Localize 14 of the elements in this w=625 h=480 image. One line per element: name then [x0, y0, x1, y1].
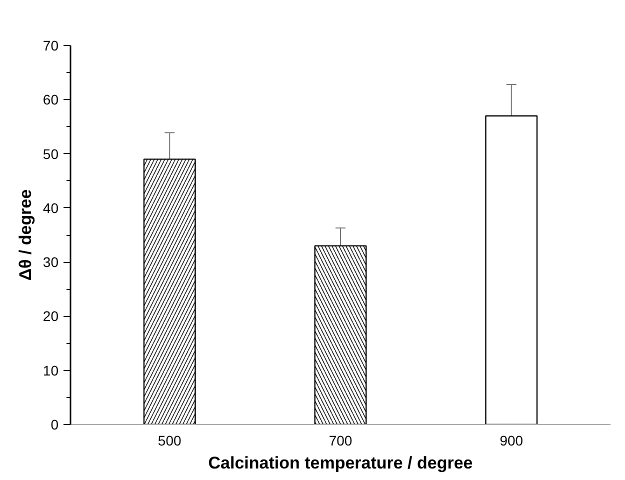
bar — [485, 115, 538, 424]
y-tick-label: 60 — [42, 92, 59, 108]
y-tick-label: 0 — [50, 416, 59, 432]
y-axis-title: Δθ / degree — [16, 189, 35, 281]
x-tick-label: 900 — [500, 432, 524, 448]
x-tick-label: 700 — [328, 432, 352, 448]
y-tick-label: 40 — [42, 200, 59, 216]
y-tick-label: 70 — [42, 38, 59, 54]
y-tick-label: 30 — [42, 254, 59, 270]
y-tick-label: 20 — [42, 308, 59, 324]
x-tick-label: 500 — [158, 432, 182, 448]
x-axis-title: Calcination temperature / degree — [208, 454, 473, 472]
y-tick-label: 50 — [42, 146, 59, 162]
y-tick-label: 10 — [42, 362, 59, 378]
